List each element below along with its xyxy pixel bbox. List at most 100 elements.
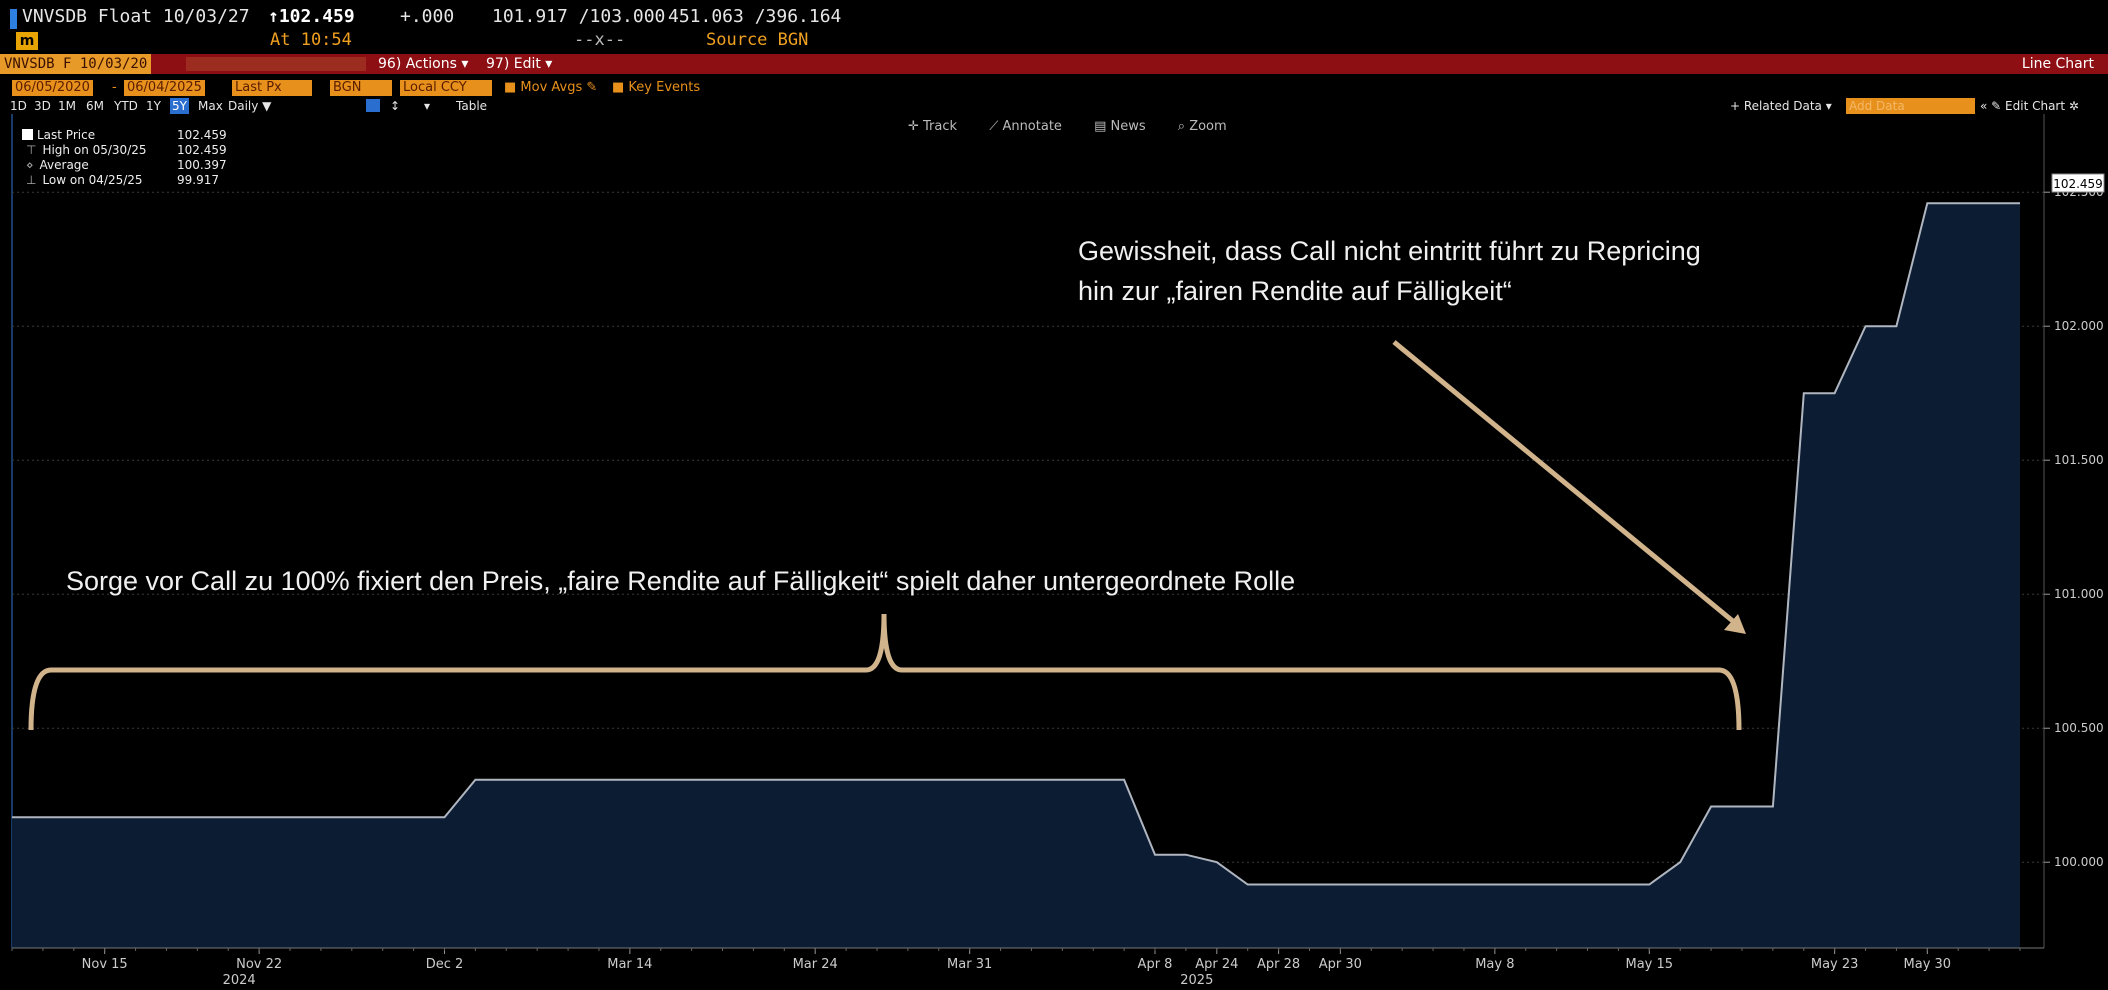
start-date-field[interactable]: 06/05/2020 bbox=[12, 80, 93, 96]
end-date-field[interactable]: 06/04/2025 bbox=[124, 80, 205, 96]
function-toolbar: VNVSDB F 10/03/20 96) Actions ▾ 97) Edit… bbox=[0, 54, 2108, 74]
y-tick-label: 101.000 bbox=[2054, 587, 2104, 601]
legend-last-price: Last Price 102.459 bbox=[22, 128, 227, 143]
x-tick-label: May 23 bbox=[1811, 957, 1859, 972]
x-tick-label: May 15 bbox=[1626, 957, 1674, 972]
edit-chart-label: Edit Chart bbox=[2005, 99, 2066, 113]
tab-6m[interactable]: 6M bbox=[86, 99, 104, 113]
news-tool[interactable]: ▤ News bbox=[1094, 119, 1146, 134]
key-events-label: Key Events bbox=[628, 80, 701, 95]
legend-low-label: Low on 04/25/25 bbox=[42, 173, 143, 187]
chart-legend: Last Price 102.459 ⊤ High on 05/30/25 102… bbox=[22, 128, 227, 188]
legend-average-icon: ⋄ bbox=[26, 158, 34, 172]
more-dropdown-icon[interactable]: ▾ bbox=[424, 99, 431, 113]
key-events-toggle[interactable]: ■ Key Events bbox=[612, 80, 701, 95]
x-tick-label: May 8 bbox=[1475, 957, 1514, 972]
legend-average-value: 100.397 bbox=[177, 158, 227, 172]
change-value: +.000 bbox=[400, 6, 455, 27]
y-tick-label: 101.500 bbox=[2054, 453, 2104, 467]
chart-tools-bar: ✛ Track ⟋ Annotate ▤ News ⌕ Zoom bbox=[908, 119, 1255, 134]
annotation-brace bbox=[28, 613, 1742, 731]
legend-high-value: 102.459 bbox=[177, 143, 227, 157]
x-year-label: 2025 bbox=[1180, 973, 1213, 988]
field-selector[interactable]: Last Px bbox=[232, 80, 312, 96]
legend-average: ⋄ Average 100.397 bbox=[22, 158, 227, 173]
last-price-tag-box bbox=[2051, 173, 2105, 193]
track-tool[interactable]: ✛ Track bbox=[908, 119, 958, 134]
bar-chart-icon[interactable]: ↕ bbox=[390, 99, 401, 113]
last-price-value: 102.459 bbox=[278, 6, 355, 27]
ticker-field[interactable]: VNVSDB F 10/03/20 bbox=[0, 54, 152, 74]
legend-low: ⊥ Low on 04/25/25 99.917 bbox=[22, 173, 219, 188]
x-tick-label: Nov 22 bbox=[236, 957, 282, 972]
x-tick-label: Nov 15 bbox=[82, 957, 128, 972]
x-tick-label: Apr 8 bbox=[1138, 957, 1173, 972]
edit-chart-button[interactable]: « ✎ Edit Chart ✲ bbox=[1980, 99, 2079, 113]
tab-1y[interactable]: 1Y bbox=[146, 99, 161, 113]
annotate-tool[interactable]: ⟋ Annotate bbox=[989, 119, 1062, 134]
chart-options-row: 06/05/2020 - 06/04/2025 Last Px BGN Loca… bbox=[0, 80, 2108, 96]
dash-value: --x-- bbox=[574, 30, 626, 50]
annotation-bottom: Sorge vor Call zu 100% fixiert den Preis… bbox=[66, 566, 1296, 596]
tab-3d[interactable]: 3D bbox=[34, 99, 51, 113]
actions-menu[interactable]: 96) Actions ▾ bbox=[378, 56, 469, 72]
x-year-label: 2024 bbox=[223, 973, 256, 988]
price-area-fill bbox=[12, 203, 2020, 948]
legend-high-label: High on 05/30/25 bbox=[42, 143, 147, 157]
x-tick-label: Mar 31 bbox=[947, 957, 992, 972]
chart-type-label: Line Chart bbox=[2021, 56, 2094, 72]
x-tick-label: May 30 bbox=[1904, 957, 1952, 972]
news-label: News bbox=[1110, 119, 1146, 134]
x-tick-label: Apr 28 bbox=[1257, 957, 1300, 972]
mov-avgs-label: Mov Avgs bbox=[520, 80, 583, 95]
tab-5y[interactable]: 5Y bbox=[170, 98, 189, 114]
source-selector[interactable]: BGN bbox=[330, 80, 392, 96]
date-separator: - bbox=[112, 80, 117, 95]
header-marker bbox=[10, 9, 17, 29]
last-price-tag: 102.459 bbox=[2051, 173, 2105, 193]
range-tabs-row: 1D 3D 1M 6M YTD 1Y 5Y Max Daily ▼ ↕ ▾ Ta… bbox=[0, 98, 2108, 114]
y-tick-label: 102.000 bbox=[2054, 319, 2104, 333]
price-line bbox=[12, 202, 2020, 886]
frequency-dropdown[interactable]: Daily ▼ bbox=[228, 99, 272, 113]
x-tick-label: Mar 24 bbox=[793, 957, 838, 972]
last-price-tag-text: 102.459 bbox=[2053, 177, 2103, 191]
edit-menu[interactable]: 97) Edit ▾ bbox=[486, 56, 553, 72]
annotation-top-line2: hin zur „fairen Rendite auf Fälligkeit“ bbox=[1078, 276, 1512, 306]
legend-high: ⊤ High on 05/30/25 102.459 bbox=[22, 143, 227, 158]
related-data-menu[interactable]: + Related Data ▾ bbox=[1730, 99, 1832, 113]
legend-low-value: 99.917 bbox=[177, 173, 219, 187]
price-chart[interactable]: 100.000100.500101.000101.500102.000102.5… bbox=[0, 114, 2108, 990]
x-tick-label: Apr 24 bbox=[1195, 957, 1238, 972]
bid-ask-value: 101.917 /103.000 bbox=[492, 6, 666, 27]
x-tick-label: Dec 2 bbox=[426, 957, 464, 972]
toolbar-blurred-field bbox=[186, 57, 366, 71]
zoom-tool[interactable]: ⌕ Zoom bbox=[1177, 119, 1227, 134]
zoom-label: Zoom bbox=[1189, 119, 1227, 134]
x-tick-label: Mar 14 bbox=[607, 957, 652, 972]
legend-low-icon: ⊥ bbox=[26, 173, 37, 187]
mov-avgs-toggle[interactable]: ■ Mov Avgs ✎ bbox=[504, 80, 598, 95]
track-label: Track bbox=[923, 119, 958, 134]
last-price-header: ↑102.459 bbox=[268, 6, 355, 27]
y-tick-label: 100.000 bbox=[2054, 855, 2104, 869]
annotation-arrowhead bbox=[1724, 614, 1746, 634]
annotation-arrow bbox=[1392, 340, 1736, 624]
legend-high-icon: ⊤ bbox=[26, 143, 37, 157]
add-data-field[interactable]: Add Data bbox=[1846, 98, 1975, 114]
legend-last-price-icon bbox=[22, 129, 33, 140]
table-button[interactable]: Table bbox=[456, 99, 488, 113]
security-header: VNVSDB Float 10/03/27 ↑102.459 +.000 101… bbox=[0, 0, 2108, 54]
annotation-top-line1: Gewissheit, dass Call nicht eintritt füh… bbox=[1078, 236, 1701, 266]
tab-max[interactable]: Max bbox=[198, 99, 223, 113]
annotate-label: Annotate bbox=[1002, 119, 1062, 134]
tab-1d[interactable]: 1D bbox=[10, 99, 27, 113]
time-value: At 10:54 bbox=[270, 30, 352, 50]
tab-ytd[interactable]: YTD bbox=[114, 99, 138, 113]
legend-last-price-value: 102.459 bbox=[177, 128, 227, 142]
tab-1m[interactable]: 1M bbox=[58, 99, 76, 113]
line-chart-icon[interactable] bbox=[366, 99, 380, 112]
source-value: Source BGN bbox=[706, 30, 809, 50]
currency-selector[interactable]: Local CCY bbox=[400, 80, 492, 96]
x-tick-label: Apr 30 bbox=[1319, 957, 1362, 972]
